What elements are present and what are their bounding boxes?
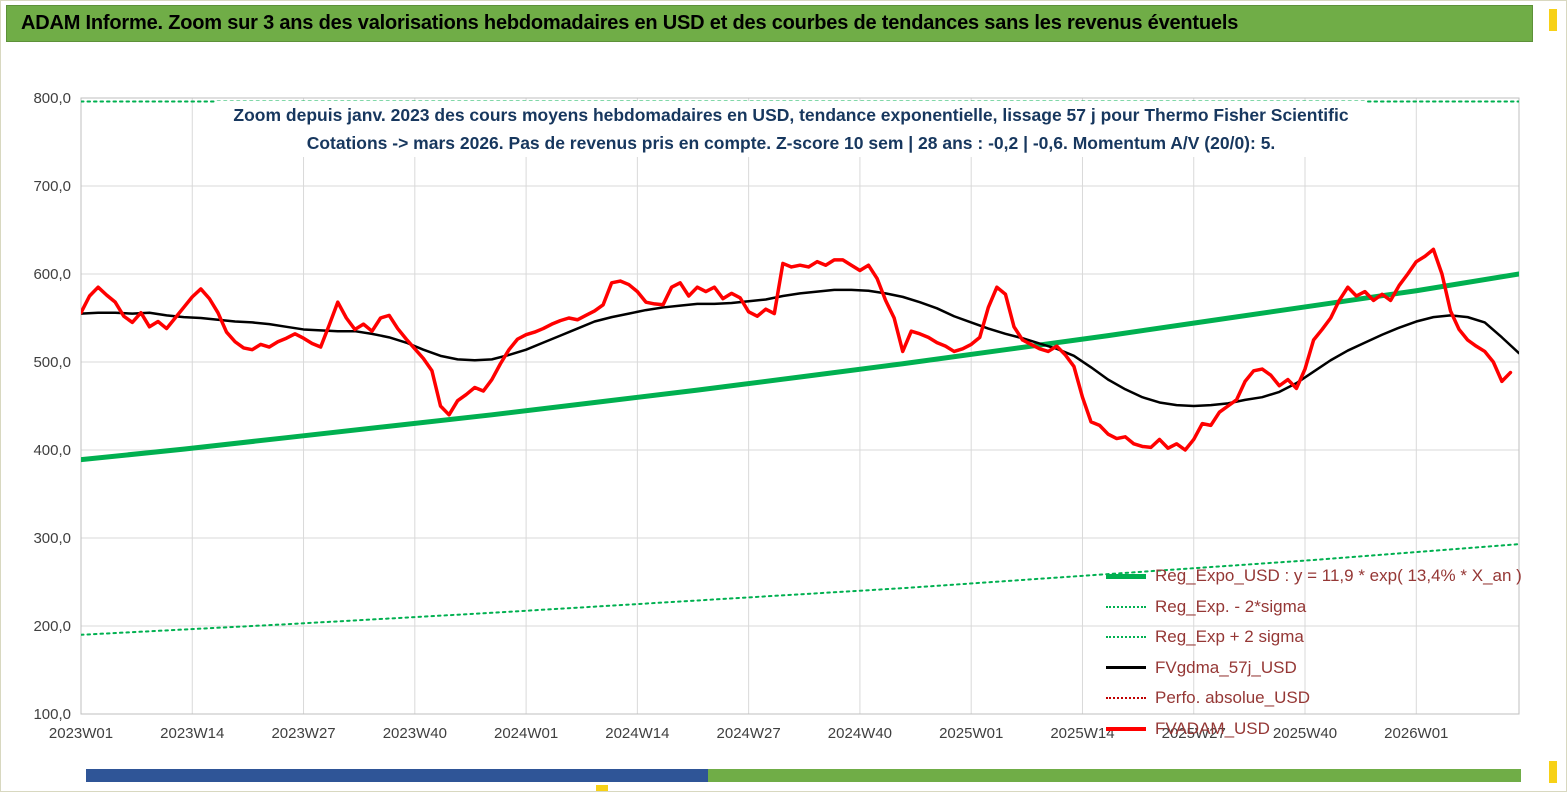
y-tick-label: 700,0 — [33, 178, 71, 195]
chart-area[interactable]: 100,0 200,0 300,0 400,0 500,0 600,0 700,0 800,0… — [1, 46, 1546, 761]
x-tick-label: 2025W01 — [939, 725, 1003, 742]
y-tick-label: 300,0 — [33, 530, 71, 547]
legend-line-sample — [1106, 697, 1146, 700]
plot-border — [80, 97, 1520, 715]
y-tick-label: 100,0 — [33, 706, 71, 723]
legend-line-sample — [1106, 605, 1146, 608]
legend-item: FVADAM_USD — [1106, 714, 1546, 745]
x-tick-label: 2024W01 — [494, 725, 558, 742]
legend-label: Reg_Expo_USD : y = 11,9 * exp( 13,4% * X… — [1155, 566, 1522, 586]
x-tick-label: 2025W40 — [1273, 725, 1337, 742]
banner: ADAM Informe. Zoom sur 3 ans des valoris… — [6, 5, 1533, 42]
series-Reg_Expo_USD — [81, 271, 1519, 463]
x-tick-label: 2025W14 — [1050, 725, 1114, 742]
legend-line-sample — [1106, 573, 1146, 579]
accent-yellow-top-right — [1549, 9, 1557, 31]
y-tick-label: 400,0 — [33, 442, 71, 459]
legend-line-sample — [1106, 726, 1146, 731]
series-FVgdma_57j_USD — [81, 288, 1519, 408]
chart-title-line-1: Zoom depuis janv. 2023 des cours moyens … — [233, 105, 1349, 125]
x-tick-label: 2025W27 — [1162, 725, 1226, 742]
x-tick-label: 2024W27 — [717, 725, 781, 742]
y-tick-label: 800,0 — [33, 90, 71, 107]
y-tick-label: 200,0 — [33, 618, 71, 635]
legend-line-sample — [1106, 636, 1146, 639]
bottom-bar-green — [708, 769, 1521, 782]
x-tick-label: 2023W27 — [271, 725, 335, 742]
legend-item: Perfo. absolue_USD — [1106, 683, 1546, 714]
y-tick-label: 600,0 — [33, 266, 71, 283]
legend-item: Reg_Exp + 2 sigma — [1106, 622, 1546, 653]
legend-item: Reg_Exp. - 2*sigma — [1106, 592, 1546, 623]
chart-title: Zoom depuis janv. 2023 des cours moyens … — [216, 101, 1366, 157]
chart-title-line-2: Cotations -> mars 2026. Pas de revenus p… — [306, 133, 1276, 153]
legend-item: Reg_Expo_USD : y = 11,9 * exp( 13,4% * X… — [1106, 561, 1546, 592]
x-tick-label: 2023W01 — [49, 725, 113, 742]
legend-line-sample — [1106, 666, 1146, 670]
legend-label: Perfo. absolue_USD — [1155, 688, 1310, 708]
x-tick-label: 2026W01 — [1384, 725, 1448, 742]
series-FVADAM_USD — [81, 247, 1513, 452]
banner-title: ADAM Informe. Zoom sur 3 ans des valoris… — [21, 12, 1239, 34]
series-group — [81, 100, 1519, 636]
legend-item: FVgdma_57j_USD — [1106, 653, 1546, 684]
legend-label: Reg_Exp + 2 sigma — [1155, 627, 1304, 647]
legend-label: Reg_Exp. - 2*sigma — [1155, 596, 1307, 616]
bottom-bar-blue — [86, 769, 708, 782]
accent-yellow-bottom-right — [1549, 761, 1557, 783]
x-tick-label: 2024W14 — [605, 725, 669, 742]
legend-label: FVgdma_57j_USD — [1155, 657, 1297, 677]
x-tick-label: 2023W40 — [383, 725, 447, 742]
legend: Reg_Expo_USD : y = 11,9 * exp( 13,4% * X… — [1106, 561, 1546, 744]
x-tick-label: 2023W14 — [160, 725, 224, 742]
y-tick-label: 500,0 — [33, 354, 71, 371]
legend-label: FVADAM_USD — [1155, 718, 1270, 738]
chart-canvas: 100,0 200,0 300,0 400,0 500,0 600,0 700,0 800,0… — [33, 90, 1520, 742]
x-tick-label: 2024W40 — [828, 725, 892, 742]
series-Reg_Exp_minus_2sigma — [81, 543, 1519, 636]
accent-yellow-bottom-center — [596, 785, 608, 791]
